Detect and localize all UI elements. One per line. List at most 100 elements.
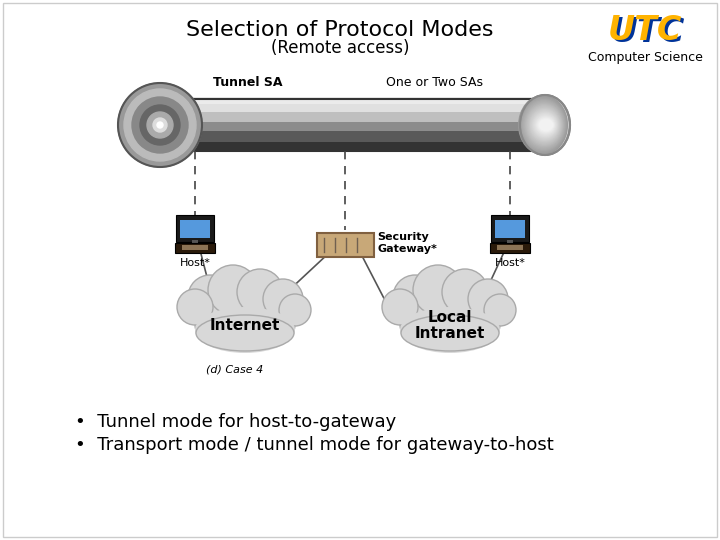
Circle shape bbox=[132, 97, 188, 153]
Text: Security: Security bbox=[377, 232, 428, 242]
Ellipse shape bbox=[539, 119, 554, 131]
Bar bbox=[160, 131, 545, 133]
Text: UTC: UTC bbox=[608, 14, 682, 46]
Bar bbox=[160, 101, 545, 103]
Ellipse shape bbox=[196, 315, 294, 351]
Circle shape bbox=[153, 118, 167, 132]
Circle shape bbox=[442, 269, 488, 315]
Text: (Remote access): (Remote access) bbox=[271, 39, 409, 57]
Text: UTC: UTC bbox=[611, 17, 685, 50]
Bar bbox=[160, 120, 545, 123]
Ellipse shape bbox=[528, 107, 560, 143]
Circle shape bbox=[147, 112, 173, 138]
Bar bbox=[160, 140, 545, 142]
Bar bbox=[160, 146, 545, 147]
FancyBboxPatch shape bbox=[317, 233, 374, 257]
Ellipse shape bbox=[195, 307, 295, 353]
Ellipse shape bbox=[518, 95, 568, 155]
Ellipse shape bbox=[526, 104, 562, 146]
Circle shape bbox=[188, 275, 232, 319]
Text: Gateway*: Gateway* bbox=[377, 244, 437, 254]
Circle shape bbox=[413, 265, 463, 315]
Ellipse shape bbox=[531, 110, 559, 140]
Ellipse shape bbox=[400, 307, 500, 353]
Bar bbox=[160, 130, 545, 131]
Circle shape bbox=[279, 294, 311, 326]
Ellipse shape bbox=[533, 113, 557, 137]
Bar bbox=[160, 133, 545, 135]
Circle shape bbox=[484, 294, 516, 326]
Bar bbox=[160, 106, 545, 108]
Bar bbox=[160, 112, 545, 113]
Text: Intranet: Intranet bbox=[415, 326, 485, 341]
Text: Internet: Internet bbox=[210, 318, 280, 333]
Text: Tunnel SA: Tunnel SA bbox=[213, 76, 283, 89]
Ellipse shape bbox=[401, 315, 499, 351]
FancyBboxPatch shape bbox=[192, 240, 198, 244]
Bar bbox=[160, 117, 545, 119]
Bar bbox=[160, 115, 545, 117]
Bar bbox=[160, 110, 545, 112]
Text: Host*: Host* bbox=[495, 258, 526, 268]
Bar bbox=[160, 103, 545, 104]
Bar bbox=[160, 147, 545, 149]
Text: One or Two SAs: One or Two SAs bbox=[387, 76, 484, 89]
Bar bbox=[160, 135, 545, 137]
Bar bbox=[160, 99, 545, 101]
Text: (d) Case 4: (d) Case 4 bbox=[207, 365, 264, 375]
Circle shape bbox=[382, 289, 418, 325]
Bar bbox=[160, 127, 545, 130]
Circle shape bbox=[157, 122, 163, 128]
Ellipse shape bbox=[530, 109, 559, 141]
Circle shape bbox=[468, 279, 508, 319]
Bar bbox=[160, 144, 545, 146]
FancyBboxPatch shape bbox=[507, 240, 513, 244]
FancyBboxPatch shape bbox=[175, 243, 215, 253]
Ellipse shape bbox=[524, 103, 564, 147]
Ellipse shape bbox=[519, 96, 567, 154]
Circle shape bbox=[208, 265, 258, 315]
Circle shape bbox=[177, 289, 213, 325]
Circle shape bbox=[263, 279, 303, 319]
Bar bbox=[160, 137, 545, 138]
Ellipse shape bbox=[523, 102, 564, 148]
FancyBboxPatch shape bbox=[490, 243, 530, 253]
Ellipse shape bbox=[521, 99, 566, 151]
Circle shape bbox=[118, 83, 202, 167]
Bar bbox=[160, 104, 545, 106]
Text: •  Transport mode / tunnel mode for gateway-to-host: • Transport mode / tunnel mode for gatew… bbox=[75, 436, 554, 454]
Bar bbox=[160, 124, 545, 126]
Bar bbox=[160, 138, 545, 140]
FancyBboxPatch shape bbox=[495, 220, 525, 238]
Circle shape bbox=[237, 269, 283, 315]
Ellipse shape bbox=[522, 100, 565, 150]
Ellipse shape bbox=[535, 115, 556, 135]
Ellipse shape bbox=[537, 118, 554, 132]
Circle shape bbox=[124, 89, 196, 161]
FancyBboxPatch shape bbox=[491, 215, 529, 242]
Ellipse shape bbox=[528, 106, 561, 144]
Ellipse shape bbox=[534, 114, 557, 136]
Ellipse shape bbox=[532, 111, 558, 139]
Ellipse shape bbox=[536, 117, 555, 133]
Ellipse shape bbox=[520, 95, 570, 155]
Text: Computer Science: Computer Science bbox=[588, 51, 703, 64]
Ellipse shape bbox=[400, 299, 500, 351]
Bar bbox=[160, 142, 545, 144]
Ellipse shape bbox=[520, 98, 567, 152]
Circle shape bbox=[140, 105, 180, 145]
Bar bbox=[160, 113, 545, 115]
Text: Host*: Host* bbox=[179, 258, 210, 268]
Bar bbox=[160, 126, 545, 127]
Text: Local: Local bbox=[428, 309, 472, 325]
Bar bbox=[160, 108, 545, 110]
Circle shape bbox=[393, 275, 437, 319]
FancyBboxPatch shape bbox=[176, 215, 214, 242]
Ellipse shape bbox=[195, 299, 295, 351]
Bar bbox=[160, 123, 545, 124]
FancyBboxPatch shape bbox=[498, 245, 523, 250]
Ellipse shape bbox=[526, 105, 562, 145]
FancyBboxPatch shape bbox=[180, 220, 210, 238]
Bar bbox=[160, 119, 545, 120]
Text: •  Tunnel mode for host-to-gateway: • Tunnel mode for host-to-gateway bbox=[75, 413, 396, 431]
